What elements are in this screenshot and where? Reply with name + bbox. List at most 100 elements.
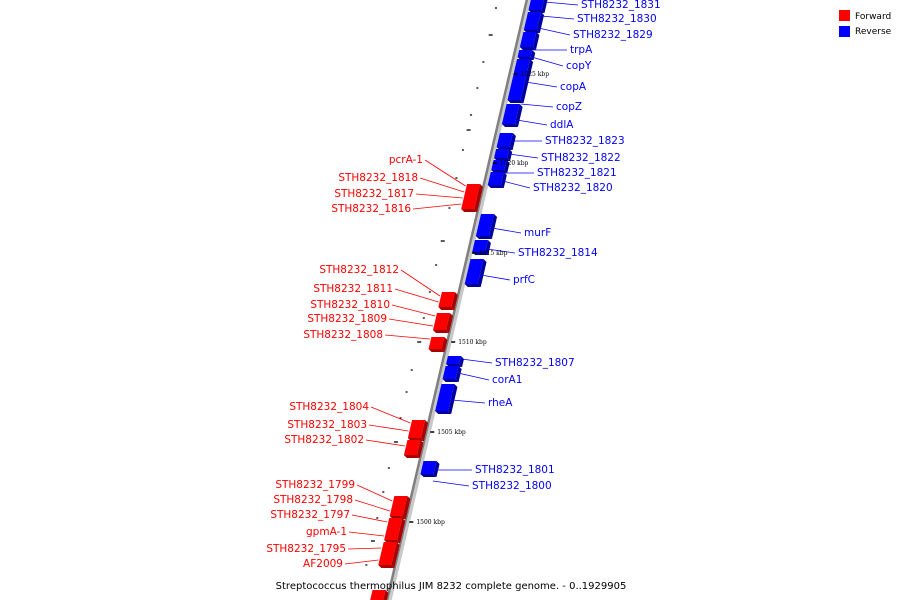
reverse-gene-block: [501, 104, 523, 127]
gene-side: [441, 337, 448, 352]
leader-line: [480, 274, 511, 281]
reverse-gene-label: corA1: [492, 374, 522, 386]
gene-bottom: [403, 455, 420, 458]
legend-swatch-forward: [839, 10, 850, 21]
reverse-gene-label: STH8232_1800: [472, 480, 552, 492]
leader-line: [486, 248, 516, 254]
leader-line: [491, 227, 522, 234]
gene-side: [520, 59, 534, 103]
gene-side: [488, 214, 498, 239]
forward-gene-label: STH8232_1797: [270, 509, 350, 521]
reverse-gene-label: STH8232_1823: [545, 135, 625, 147]
gene-face: [438, 292, 455, 307]
reverse-gene-block: [472, 240, 491, 255]
forward-gene-label: STH8232_1798: [273, 494, 353, 506]
gene-bottom: [507, 100, 524, 103]
forward-gene-block: [407, 420, 429, 441]
leader-line: [457, 372, 490, 381]
gene-side: [451, 292, 458, 310]
forward-gene-label: STH8232_1804: [289, 401, 369, 413]
leader-line: [525, 81, 558, 88]
gene-side: [514, 104, 523, 127]
reverse-gene-label: copY: [566, 60, 592, 72]
gene-face: [496, 133, 513, 147]
forward-gene-label: STH8232_1816: [331, 203, 411, 215]
minor-tick-marks: [365, 7, 497, 566]
reverse-gene-label: ddlA: [550, 119, 574, 131]
leader-line: [461, 358, 493, 364]
leader-line: [502, 180, 531, 189]
gene-face: [501, 104, 520, 124]
forward-gene-label: STH8232_1809: [307, 313, 387, 325]
legend-label-reverse: Reverse: [855, 27, 892, 37]
gene-side: [507, 149, 513, 161]
genome-backbone: [385, 0, 532, 600]
reverse-gene-block: [487, 172, 507, 188]
forward-gene-label: STH8232_1812: [319, 264, 399, 276]
forward-gene-label: pcrA-1: [389, 154, 423, 166]
reverse-gene-label: STH8232_1830: [577, 13, 657, 25]
gene-face: [378, 542, 397, 565]
forward-gene-label: STH8232_1810: [310, 299, 390, 311]
leader-line: [541, 15, 575, 20]
gene-side: [504, 160, 510, 173]
gene-face: [528, 0, 544, 10]
gene-bottom: [428, 349, 445, 352]
gene-side: [383, 590, 389, 600]
reverse-gene-label: copZ: [556, 101, 582, 113]
gene-side: [509, 133, 516, 150]
gene-bottom: [461, 209, 478, 212]
gene-bottom: [501, 124, 518, 127]
forward-gene-label: gpmA-1: [306, 526, 347, 538]
gene-side: [402, 496, 411, 519]
reverse-gene-block: [435, 384, 458, 414]
leader-line: [508, 153, 539, 159]
leader-line: [544, 1, 579, 6]
backbone-shadow: [388, 0, 532, 600]
reverse-gene-label: prfC: [513, 274, 535, 286]
leader-line: [394, 288, 439, 303]
gene-bottom: [433, 330, 450, 333]
gene-bottom: [487, 185, 504, 188]
gene-face: [370, 590, 386, 600]
leader-line: [391, 304, 436, 317]
reverse-gene-label: STH8232_1801: [475, 464, 555, 476]
leader-line: [412, 203, 462, 210]
reverse-gene-block: [519, 32, 540, 50]
reverse-gene-block: [464, 259, 487, 287]
reverse-gene-block: [420, 461, 440, 477]
gene-face: [389, 496, 408, 516]
leader-line: [432, 480, 470, 487]
forward-gene-label: STH8232_1795: [266, 543, 346, 555]
label-leader-lines: [344, 1, 579, 565]
gene-face: [461, 184, 481, 209]
scale-tick-label: 1510 kbp: [458, 339, 487, 346]
legend-label-forward: Forward: [855, 12, 891, 22]
forward-gene-label: STH8232_1799: [275, 479, 355, 491]
reverse-gene-label: STH8232_1831: [581, 0, 661, 11]
reverse-gene-label: murF: [524, 227, 551, 239]
gene-side: [446, 313, 453, 333]
leader-line: [368, 424, 409, 432]
gene-face: [446, 356, 461, 364]
reverse-gene-label: STH8232_1820: [533, 182, 613, 194]
gene-bottom: [464, 284, 481, 287]
gene-bottom: [475, 236, 492, 239]
leader-line: [365, 439, 406, 447]
reverse-gene-block: [507, 59, 534, 103]
scale-ticks: 1525 kbp 1520 kbp 1515 kbp 1510 kbp 1505 kbp…: [409, 71, 549, 526]
genome-caption: Streptococcus thermophilus JIM 8232 comp…: [276, 581, 627, 592]
leader-line: [388, 318, 434, 327]
legend: Forward Reverse: [839, 10, 892, 37]
reverse-gene-label: STH8232_1814: [518, 247, 598, 259]
leader-line: [531, 56, 564, 67]
forward-gene-label: STH8232_1802: [284, 434, 364, 446]
gene-face: [472, 240, 488, 252]
gene-bottom: [420, 474, 437, 477]
gene-bottom: [438, 307, 455, 310]
leader-line: [520, 103, 554, 108]
reverse-gene-label: STH8232_1822: [541, 152, 621, 164]
gene-face: [442, 366, 459, 379]
gene-side: [500, 172, 507, 188]
forward-gene-label: AF2009: [303, 558, 343, 570]
